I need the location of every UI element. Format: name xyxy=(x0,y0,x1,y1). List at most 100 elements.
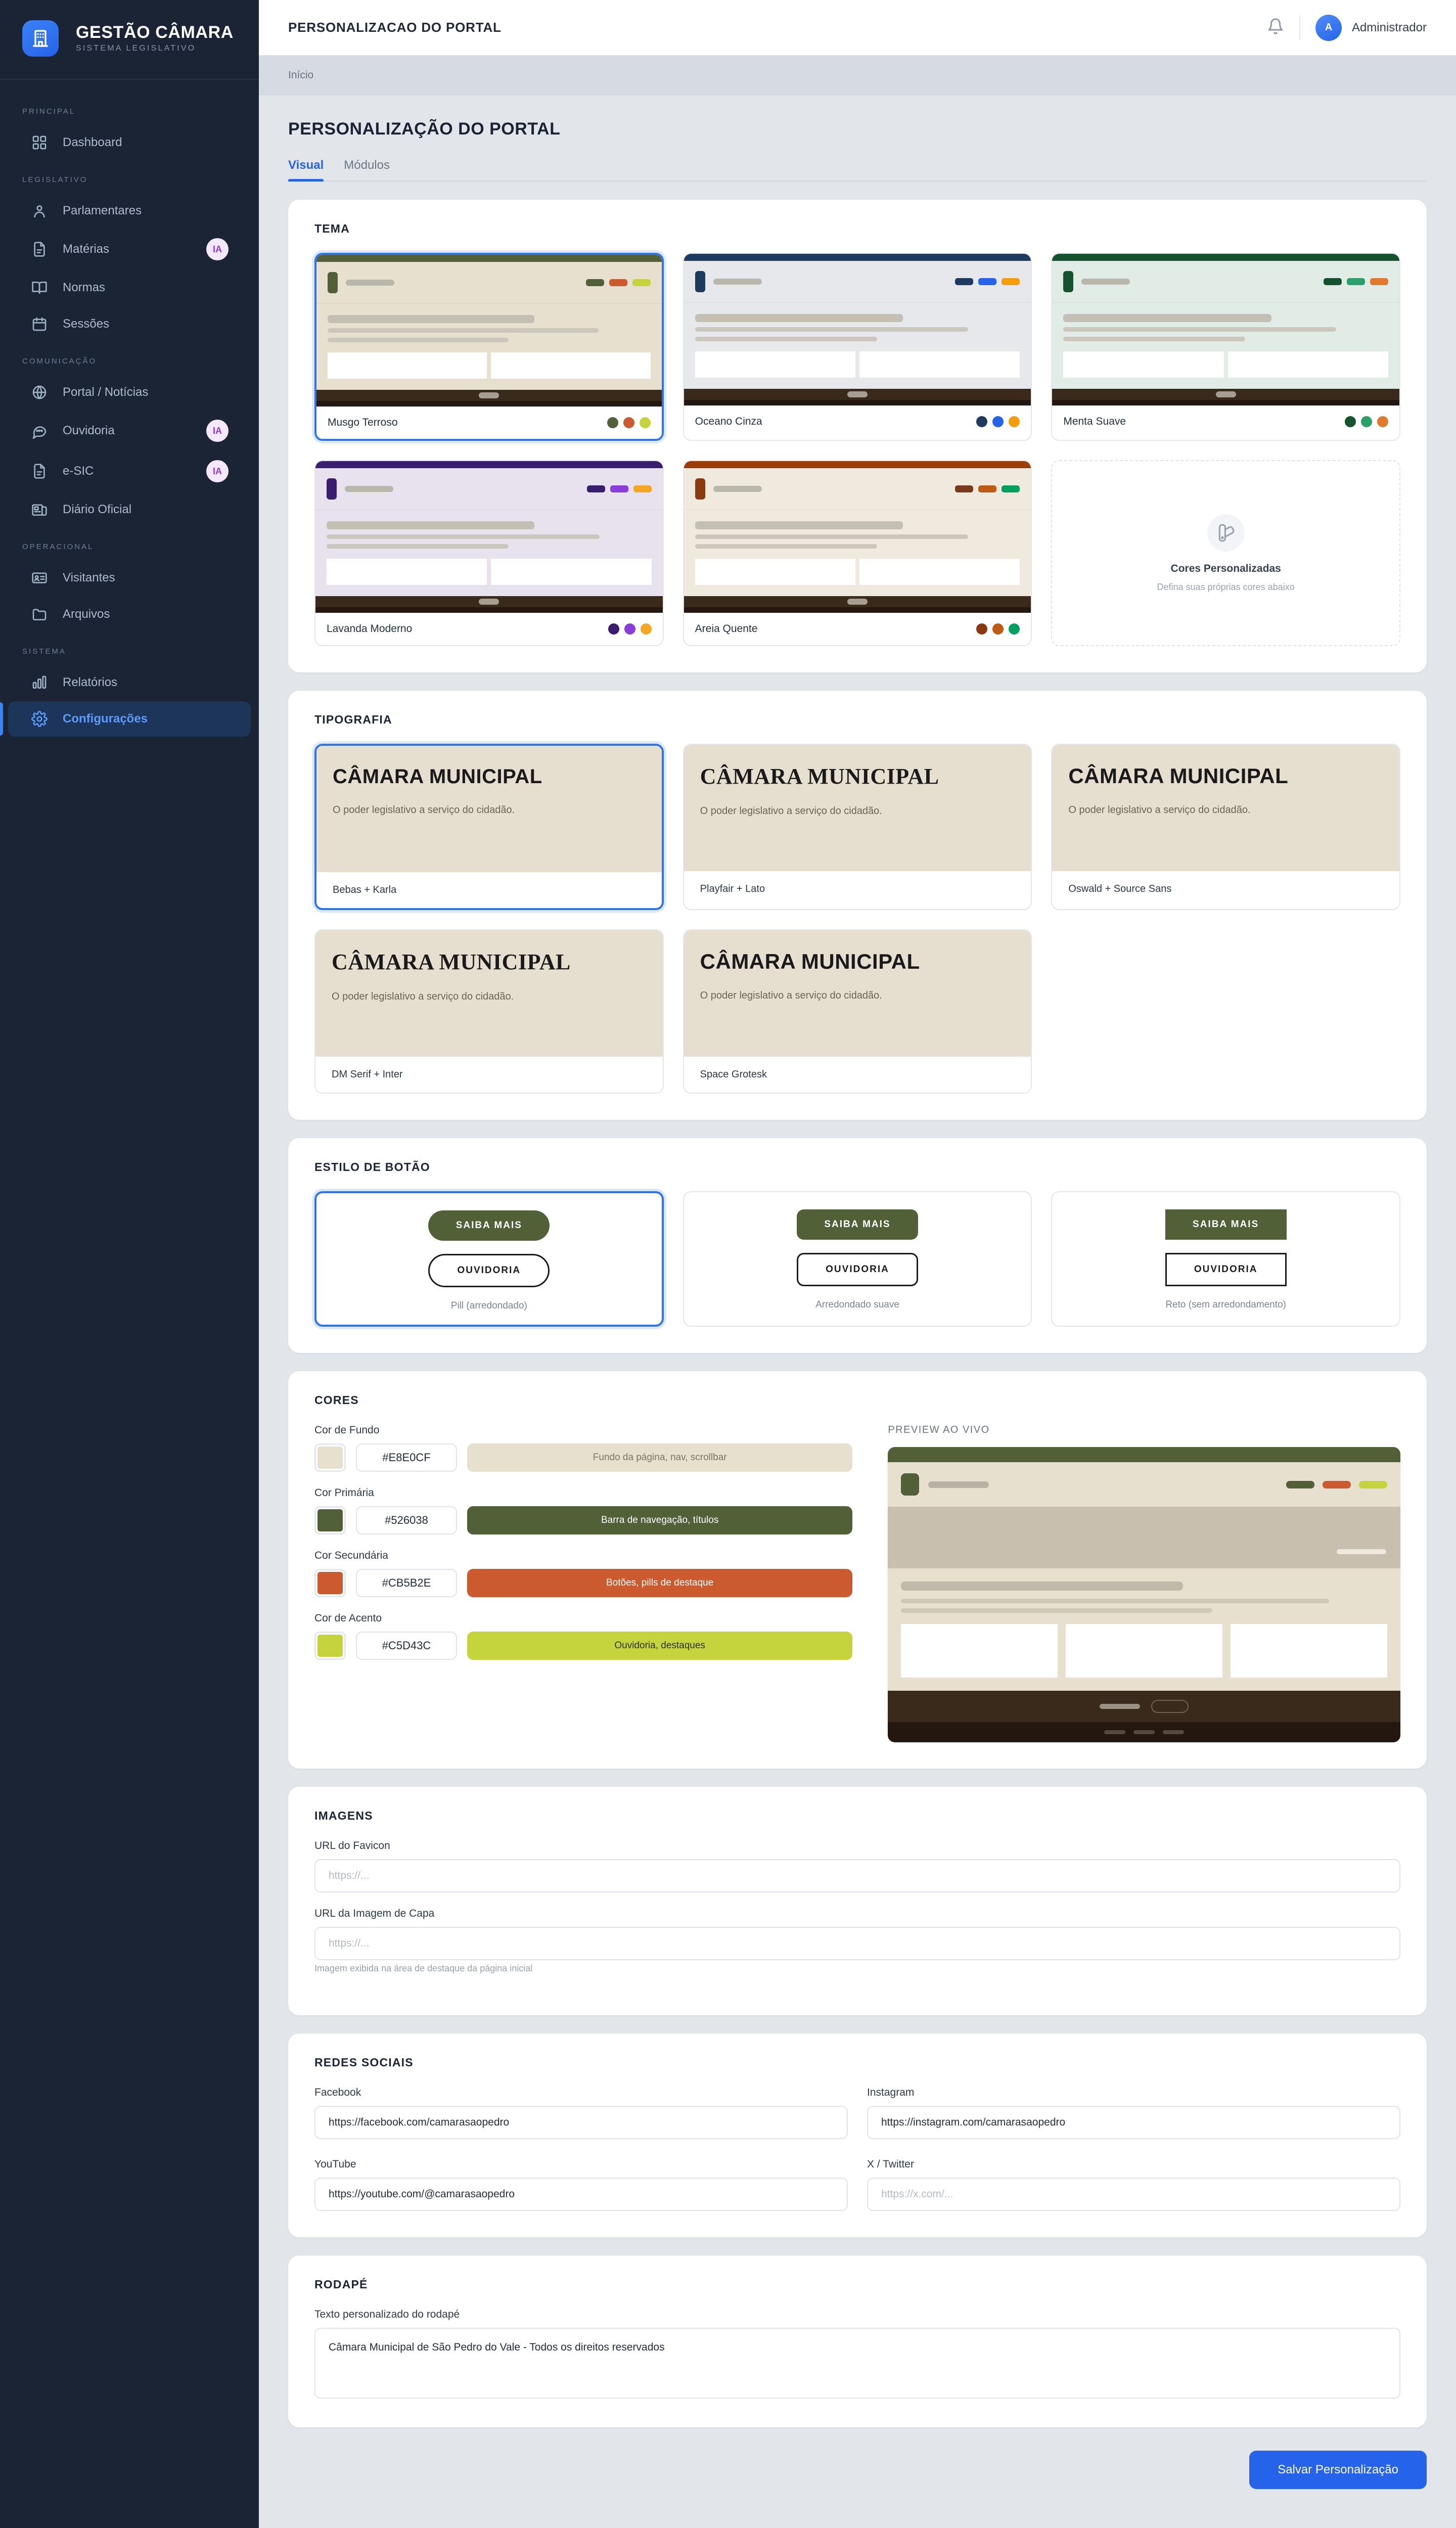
breadcrumb-item-home[interactable]: Início xyxy=(288,69,314,81)
users-icon xyxy=(30,202,49,220)
theme-color-dot xyxy=(608,623,619,635)
page-title: PERSONALIZAÇÃO DO PORTAL xyxy=(288,119,561,139)
color-swatch[interactable] xyxy=(314,1569,346,1597)
sidebar-item-label: Arquivos xyxy=(63,607,110,621)
sidebar-item-label: Portal / Notícias xyxy=(63,385,149,399)
typography-card[interactable]: CÂMARA MUNICIPAL O poder legislativo a se… xyxy=(682,744,1032,910)
sidebar-item-ouvidoria[interactable]: Ouvidoria IA xyxy=(8,411,251,450)
sidebar-item-parlamentares[interactable]: Parlamentares xyxy=(8,193,251,229)
sidebar-item-e-sic[interactable]: e-SIC IA xyxy=(8,452,251,491)
sidebar-item-label: e-SIC xyxy=(63,464,94,478)
button-style-card[interactable]: SAIBA MAIS OUVIDORIA Reto (sem arredondame… xyxy=(1051,1191,1400,1327)
social-field: Instagram xyxy=(867,2087,1400,2139)
sidebar-item-relat-rios[interactable]: Relatórios xyxy=(8,665,251,700)
theme-color-dot xyxy=(607,417,618,428)
social-url-input[interactable] xyxy=(867,2106,1400,2139)
tab-modulos[interactable]: Módulos xyxy=(344,158,390,172)
theme-card[interactable]: Musgo Terroso xyxy=(314,253,664,441)
breadcrumb: Início xyxy=(259,56,1456,95)
preview-footer-lower xyxy=(888,1722,1400,1742)
demo-primary-button[interactable]: SAIBA MAIS xyxy=(796,1209,918,1240)
typography-option-name: Space Grotesk xyxy=(684,1057,1031,1093)
typography-sample-body: O poder legislativo a serviço do cidadão… xyxy=(1068,804,1251,816)
chat-icon xyxy=(30,422,49,440)
sidebar-item-label: Parlamentares xyxy=(63,204,142,217)
sidebar-item-label: Sessões xyxy=(63,317,110,331)
color-rows: Cor de Fundo #E8E0CF Fundo da página, nav,… xyxy=(314,1424,853,1742)
color-hex-input[interactable]: #526038 xyxy=(356,1506,457,1534)
color-swatch[interactable] xyxy=(314,1443,346,1472)
typography-card[interactable]: CÂMARA MUNICIPAL O poder legislativo a se… xyxy=(314,744,664,910)
demo-secondary-button[interactable]: OUVIDORIA xyxy=(796,1253,918,1286)
color-hex-input[interactable]: #CB5B2E xyxy=(356,1569,457,1597)
theme-card[interactable]: Areia Quente xyxy=(682,460,1032,646)
color-swatch[interactable] xyxy=(314,1632,346,1660)
save-button[interactable]: Salvar Personalização xyxy=(1249,2451,1427,2489)
sidebar-item-portal-not-cias[interactable]: Portal / Notícias xyxy=(8,375,251,410)
button-style-card[interactable]: SAIBA MAIS OUVIDORIA Pill (arredondado) xyxy=(314,1191,664,1327)
theme-color-dot xyxy=(624,623,635,635)
tab-visual[interactable]: Visual xyxy=(288,158,324,182)
brand[interactable]: GESTÃO CÂMARA SISTEMA LEGISLATIVO xyxy=(0,0,259,80)
typography-card[interactable]: CÂMARA MUNICIPAL O poder legislativo a se… xyxy=(682,929,1032,1094)
sidebar-item-configura-es[interactable]: Configurações xyxy=(0,701,251,737)
custom-colors-card[interactable]: Cores Personalizadas Defina suas próprias… xyxy=(1051,460,1400,646)
favicon-url-input[interactable] xyxy=(314,1859,1400,1892)
brand-title: GESTÃO CÂMARA xyxy=(76,23,234,42)
topbar-user-name: Administrador xyxy=(1351,20,1427,34)
theme-card[interactable]: Menta Suave xyxy=(1051,253,1400,441)
social-grid: Facebook Instagram YouTube X / Twitter xyxy=(314,2087,1400,2211)
typography-sample-heading: CÂMARA MUNICIPAL xyxy=(700,764,939,789)
sidebar-item-arquivos[interactable]: Arquivos xyxy=(8,597,251,632)
social-url-input[interactable] xyxy=(867,2178,1400,2211)
color-swatch[interactable] xyxy=(314,1506,346,1534)
sidebar-item-label: Matérias xyxy=(63,242,110,256)
sidebar-item-normas[interactable]: Normas xyxy=(8,270,251,305)
theme-color-dot xyxy=(1361,416,1372,427)
cover-url-input[interactable] xyxy=(314,1927,1400,1960)
theme-color-dot xyxy=(992,623,1004,635)
theme-color-dot xyxy=(1377,416,1388,427)
footer-text-textarea[interactable]: Câmara Municipal de São Pedro do Vale - … xyxy=(314,2328,1400,2399)
color-row: Cor Primária #526038 Barra de navegação, t… xyxy=(314,1487,853,1534)
demo-secondary-button[interactable]: OUVIDORIA xyxy=(428,1254,550,1287)
social-url-input[interactable] xyxy=(314,2106,848,2139)
sidebar-item-dashboard[interactable]: Dashboard xyxy=(8,125,251,160)
color-hex-input[interactable]: #E8E0CF xyxy=(356,1443,457,1472)
color-label: Cor de Fundo xyxy=(314,1424,380,1436)
sidebar-item-di-rio-oficial[interactable]: Diário Oficial xyxy=(8,492,251,527)
button-style-card[interactable]: SAIBA MAIS OUVIDORIA Arredondado suave xyxy=(682,1191,1032,1327)
social-url-input[interactable] xyxy=(314,2178,848,2211)
sidebar-item-label: Configurações xyxy=(63,712,148,726)
typography-option-name: Bebas + Karla xyxy=(316,872,662,908)
action-bar: Salvar Personalização xyxy=(288,2427,1427,2519)
sidebar-item-mat-rias[interactable]: Matérias IA xyxy=(8,230,251,269)
social-field: X / Twitter xyxy=(867,2158,1400,2211)
brand-subtitle: SISTEMA LEGISLATIVO xyxy=(76,44,196,53)
section-imagens: IMAGENS URL do Favicon URL da Imagem de … xyxy=(288,1787,1427,2015)
typography-card[interactable]: CÂMARA MUNICIPAL O poder legislativo a se… xyxy=(314,929,664,1094)
demo-primary-button[interactable]: SAIBA MAIS xyxy=(1165,1209,1287,1240)
preview-card xyxy=(1066,1624,1223,1678)
sidebar-group-label: COMUNICAÇÃO xyxy=(22,357,97,366)
theme-card[interactable]: Oceano Cinza xyxy=(682,253,1032,441)
color-hex-input[interactable]: #C5D43C xyxy=(356,1632,457,1660)
sidebar-item-visitantes[interactable]: Visitantes xyxy=(8,560,251,596)
typography-option-name: Oswald + Source Sans xyxy=(1052,871,1399,907)
typography-card[interactable]: CÂMARA MUNICIPAL O poder legislativo a se… xyxy=(1051,744,1400,910)
typography-sample-heading: CÂMARA MUNICIPAL xyxy=(332,950,571,974)
theme-card[interactable]: Lavanda Moderno xyxy=(314,460,664,646)
theme-color-dot xyxy=(639,417,651,428)
sidebar-group-label: OPERACIONAL xyxy=(22,543,94,551)
id-card-icon xyxy=(30,569,49,587)
preview-nav xyxy=(888,1462,1400,1507)
demo-primary-button[interactable]: SAIBA MAIS xyxy=(428,1210,550,1241)
demo-secondary-button[interactable]: OUVIDORIA xyxy=(1165,1253,1287,1286)
bell-icon[interactable] xyxy=(1267,18,1284,37)
book-icon xyxy=(30,279,49,297)
sidebar-item-sess-es[interactable]: Sessões xyxy=(8,306,251,342)
avatar: A xyxy=(1315,14,1342,41)
preview-card xyxy=(1231,1624,1387,1678)
topbar-user[interactable]: A Administrador xyxy=(1315,14,1427,41)
color-usage-pill: Fundo da página, nav, scrollbar xyxy=(467,1443,853,1472)
